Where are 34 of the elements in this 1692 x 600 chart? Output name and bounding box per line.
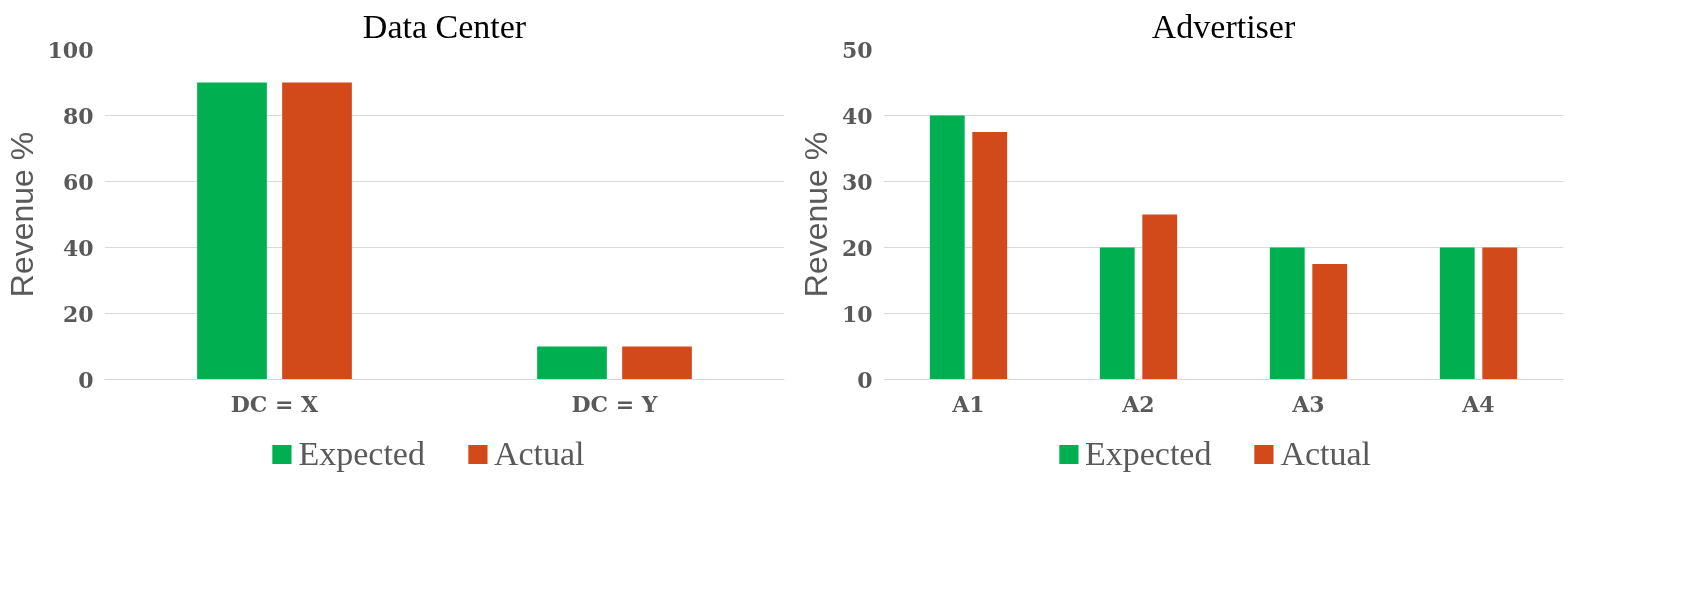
bar: [972, 132, 1008, 380]
bar: [929, 115, 965, 380]
x-tick-label: A2: [1121, 390, 1155, 417]
y-tick-label: 100: [47, 36, 94, 63]
bar: [1439, 247, 1475, 380]
bar: [1482, 247, 1518, 380]
bar: [1142, 214, 1178, 380]
chart-title: Data Center: [362, 7, 527, 45]
x-tick-label: A4: [1461, 390, 1495, 417]
legend-label: Expected: [298, 435, 425, 473]
bar: [1312, 264, 1348, 380]
y-tick-label: 0: [857, 366, 873, 393]
legend-label: Actual: [493, 435, 585, 473]
legend-label: Expected: [1084, 435, 1212, 473]
y-tick-label: 50: [841, 36, 873, 63]
y-tick-label: 80: [62, 102, 94, 129]
x-tick-label: A1: [951, 390, 985, 417]
legend-label: Actual: [1280, 435, 1372, 473]
x-tick-label: DC = Y: [571, 390, 658, 417]
y-tick-label: 40: [62, 234, 94, 261]
x-tick-label: A3: [1291, 390, 1325, 417]
y-tick-label: 20: [62, 300, 94, 327]
y-tick-label: 0: [78, 366, 94, 393]
x-tick-label: DC = X: [230, 390, 320, 417]
y-tick-label: 20: [841, 234, 873, 261]
y-axis-title: Revenue %: [797, 131, 834, 298]
y-tick-label: 10: [841, 300, 873, 327]
y-tick-label: 60: [62, 168, 94, 195]
bar: [1269, 247, 1305, 380]
chart-title: Advertiser: [1151, 7, 1296, 45]
y-tick-label: 40: [841, 102, 873, 129]
y-axis-title: Revenue %: [3, 131, 40, 298]
bar: [1099, 247, 1135, 380]
y-tick-label: 30: [841, 168, 873, 195]
